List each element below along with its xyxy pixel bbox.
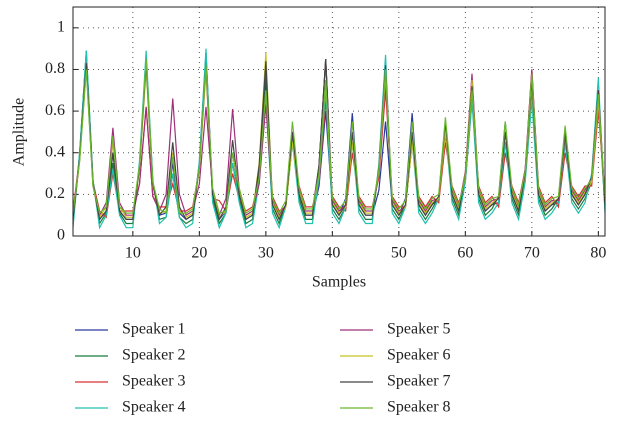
x-tick-label: 10 [125,245,141,262]
x-tick-label: 60 [457,245,473,262]
x-tick-label: 50 [391,245,407,262]
y-tick-label: 0.8 [45,60,65,77]
legend-label: Speaker 7 [387,373,451,390]
legend-label: Speaker 4 [122,399,186,416]
series-line [72,59,606,215]
series-line [72,50,606,226]
series-line [72,59,606,221]
x-tick-label: 30 [258,245,274,262]
legend-label: Speaker 1 [122,321,186,338]
y-tick-label: 0 [57,227,65,244]
plot-frame [72,6,606,237]
x-axis-label: Samples [312,274,366,291]
y-tick-label: 0.2 [45,185,65,202]
y-axis-label: Amplitude [11,98,28,166]
legend-label: Speaker 3 [122,373,186,390]
x-tick-label: 70 [524,245,540,262]
y-tick-label: 0.6 [45,102,65,119]
series-line [72,48,606,230]
x-tick-label: 20 [191,245,207,262]
series-line [72,59,606,218]
y-tick-label: 1 [57,18,65,35]
legend-label: Speaker 2 [122,347,186,364]
y-tick-label: 0.4 [45,143,65,160]
legend-label: Speaker 6 [387,347,451,364]
legend-label: Speaker 8 [387,399,451,416]
x-tick-label: 40 [324,245,340,262]
x-tick-label: 80 [590,245,606,262]
legend-label: Speaker 5 [387,321,451,338]
